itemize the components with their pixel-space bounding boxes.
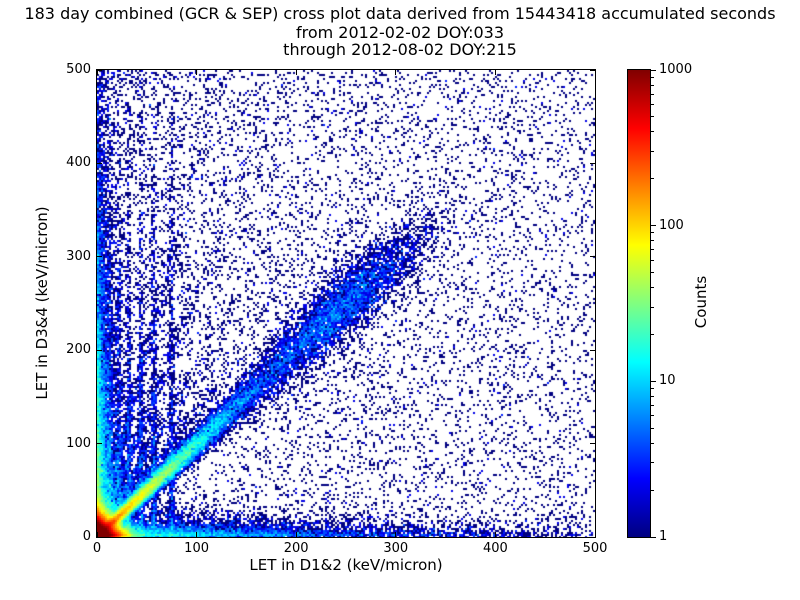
y-tick-mark (97, 69, 102, 71)
x-tick-label: 200 (283, 541, 309, 556)
y-tick-mark (590, 69, 595, 71)
colorbar-minor-tick-mark (651, 240, 654, 242)
x-tick-mark (196, 70, 198, 75)
x-tick-mark (295, 70, 297, 75)
plot-area (96, 69, 596, 538)
colorbar-minor-tick-mark (651, 427, 654, 429)
colorbar-minor-tick-mark (651, 462, 654, 464)
x-tick-mark (196, 532, 198, 537)
y-tick-mark (590, 162, 595, 164)
colorbar-minor-tick-mark (651, 84, 654, 86)
x-tick-label: 100 (184, 541, 209, 556)
y-tick-mark (590, 256, 595, 258)
y-tick-mark (97, 162, 102, 164)
y-tick-label: 500 (66, 62, 91, 77)
colorbar-minor-tick-mark (651, 116, 654, 118)
y-tick-label: 200 (66, 342, 91, 358)
colorbar-minor-tick-mark (651, 249, 654, 251)
x-tick-label: 0 (92, 541, 102, 556)
x-tick-mark (96, 532, 98, 537)
scatter-canvas (97, 70, 595, 537)
colorbar-minor-tick-mark (651, 150, 654, 152)
colorbar-minor-tick-mark (651, 272, 654, 274)
y-tick-label: 0 (82, 529, 91, 544)
y-tick-mark (97, 349, 102, 351)
plot-subtitle-through: through 2012-08-02 DOY:215 (283, 40, 517, 59)
colorbar-minor-tick-mark (651, 489, 654, 491)
colorbar-minor-tick-mark (651, 333, 654, 335)
colorbar-tick-label: 1000 (659, 62, 693, 77)
colorbar-tick-mark (651, 380, 656, 382)
colorbar-tick-label: 100 (659, 217, 684, 233)
colorbar-minor-tick-mark (651, 387, 654, 389)
plot-title: 183 day combined (GCR & SEP) cross plot … (24, 4, 776, 23)
colorbar-minor-tick-mark (651, 93, 654, 95)
x-tick-label: 400 (482, 541, 508, 556)
colorbar-minor-tick-mark (651, 306, 654, 308)
x-tick-mark (494, 532, 496, 537)
colorbar (627, 69, 651, 538)
colorbar-tick-label: 10 (659, 373, 676, 389)
x-tick-mark (295, 532, 297, 537)
y-tick-label: 100 (66, 435, 91, 451)
x-tick-mark (594, 532, 596, 537)
colorbar-minor-tick-mark (651, 178, 654, 180)
y-tick-mark (590, 536, 595, 538)
x-tick-mark (96, 70, 98, 75)
colorbar-minor-tick-mark (651, 76, 654, 78)
colorbar-tick-mark (651, 536, 656, 538)
colorbar-minor-tick-mark (651, 104, 654, 106)
y-tick-mark (590, 349, 595, 351)
colorbar-tick-label: 1 (659, 529, 668, 544)
colorbar-minor-tick-mark (651, 442, 654, 444)
x-tick-mark (494, 70, 496, 75)
colorbar-minor-tick-mark (651, 395, 654, 397)
colorbar-tick-mark (651, 69, 656, 71)
x-tick-label: 500 (582, 541, 608, 556)
colorbar-minor-tick-mark (651, 404, 654, 406)
colorbar-minor-tick-mark (651, 287, 654, 289)
colorbar-minor-tick-mark (651, 415, 654, 417)
x-tick-mark (395, 70, 397, 75)
y-axis-label: LET in D3&4 (keV/micron) (33, 206, 51, 400)
colorbar-minor-tick-mark (651, 259, 654, 261)
plot-subtitle-from: from 2012-02-02 DOY:033 (295, 23, 504, 42)
y-tick-mark (97, 443, 102, 445)
colorbar-minor-tick-mark (651, 131, 654, 133)
x-tick-mark (594, 70, 596, 75)
y-tick-mark (97, 536, 102, 538)
colorbar-tick-mark (651, 225, 656, 227)
y-tick-mark (590, 443, 595, 445)
colorbar-label: Counts (692, 275, 710, 329)
x-axis-label: LET in D1&2 (keV/micron) (249, 556, 443, 574)
colorbar-minor-tick-mark (651, 232, 654, 234)
x-tick-label: 300 (383, 541, 409, 556)
y-tick-label: 300 (66, 248, 91, 264)
y-tick-mark (97, 256, 102, 258)
x-tick-mark (395, 532, 397, 537)
y-tick-label: 400 (66, 155, 91, 171)
